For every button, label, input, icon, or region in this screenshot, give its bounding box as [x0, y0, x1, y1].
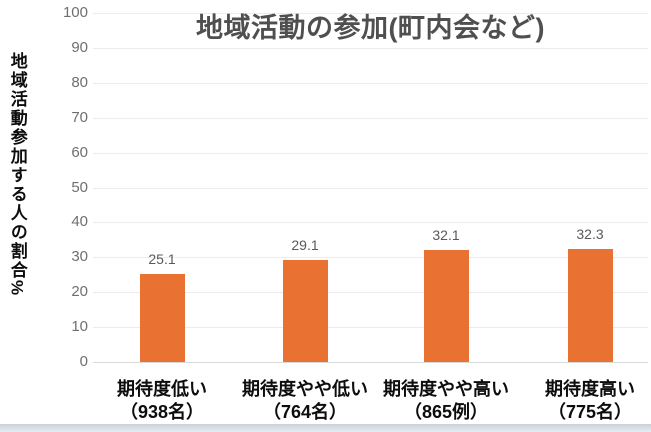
bar-value-label: 32.1	[432, 226, 460, 243]
bar-value-label: 25.1	[148, 251, 176, 268]
gridline	[93, 222, 648, 224]
gridline	[93, 327, 648, 329]
y-tick-label: 20	[71, 283, 88, 301]
y-tick-label: 0	[79, 353, 88, 370]
bar	[139, 274, 185, 362]
x-category-label: 期待度高い （775名）	[502, 378, 651, 424]
gridline	[93, 292, 648, 294]
y-tick-label: 90	[71, 38, 88, 56]
gridline	[93, 117, 648, 119]
x-category-label-line2: （775名）	[547, 402, 633, 422]
gridline	[93, 187, 648, 189]
chart-title: 地域活動の参加(町内会など)	[196, 13, 545, 43]
x-category-label-line1: 期待度やや高い	[383, 379, 509, 399]
y-tick-label: 70	[71, 108, 88, 126]
y-axis-title: 地域活動参加する人の割合%	[7, 52, 27, 298]
bar	[567, 249, 613, 362]
x-category-label-line2: （865例）	[403, 402, 489, 422]
y-tick-label: 30	[71, 248, 88, 266]
y-tick-label: 50	[71, 178, 88, 196]
x-category-label-line1: 期待度やや低い	[242, 379, 368, 399]
gridline	[93, 152, 648, 154]
x-category-label: 期待度やや高い （865例）	[358, 378, 534, 424]
y-tick-label: 100	[62, 4, 88, 21]
x-category-label-line1: 期待度低い	[117, 379, 207, 399]
gridline	[93, 257, 648, 259]
gridline	[93, 47, 648, 49]
y-tick-label: 60	[71, 143, 88, 161]
x-axis-baseline	[93, 362, 648, 363]
bar-value-label: 32.3	[576, 226, 604, 243]
bar	[282, 260, 328, 362]
y-tick-label: 80	[71, 73, 88, 91]
bottom-edge-strip	[0, 424, 651, 432]
x-category-label-line2: （938名）	[119, 402, 205, 422]
x-category-label-line2: （764名）	[262, 402, 348, 422]
y-tick-label: 40	[71, 213, 88, 231]
y-tick-label: 10	[71, 318, 88, 336]
gridline	[93, 13, 648, 14]
x-category-label: 期待度低い （938名）	[74, 378, 250, 424]
bar	[423, 249, 469, 362]
gridline	[93, 82, 648, 84]
bar-value-label: 29.1	[291, 237, 319, 254]
x-category-label: 期待度やや低い （764名）	[217, 378, 393, 424]
x-category-label-line1: 期待度高い	[545, 379, 635, 399]
